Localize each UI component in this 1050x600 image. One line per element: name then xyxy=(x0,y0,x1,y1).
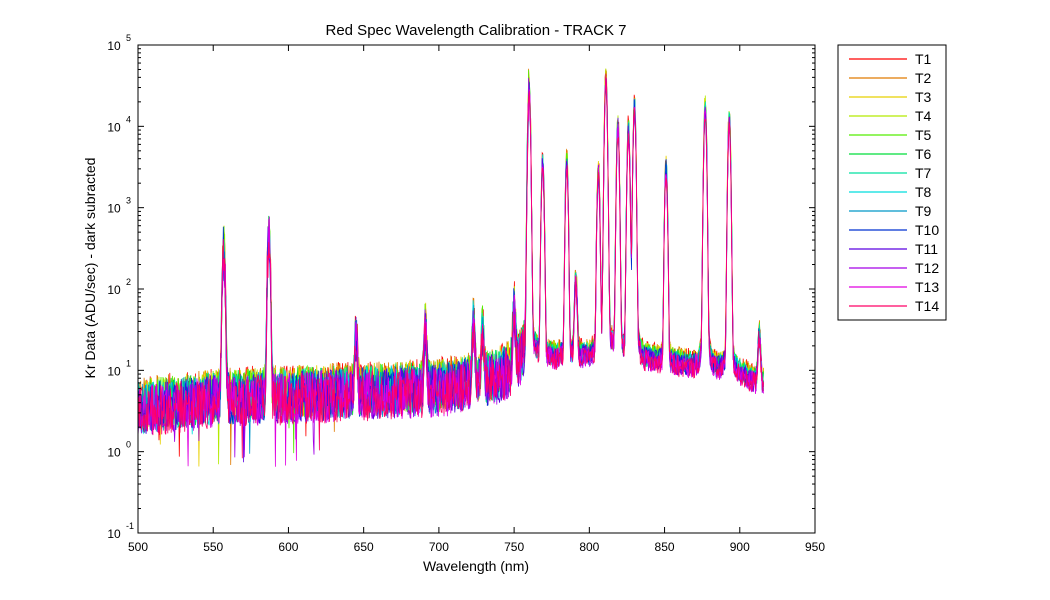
y-tick-exponent: 2 xyxy=(126,277,131,287)
y-tick-exponent: 3 xyxy=(126,196,131,206)
y-tick-exponent: 4 xyxy=(126,114,131,124)
legend-label: T9 xyxy=(915,203,932,219)
x-tick-label: 550 xyxy=(203,540,223,554)
series-line-t14 xyxy=(138,73,764,459)
legend-label: T7 xyxy=(915,165,932,181)
y-tick-label: 10 xyxy=(107,202,121,216)
legend-item-t8[interactable]: T8 xyxy=(849,184,932,200)
legend-label: T2 xyxy=(915,70,932,86)
y-tick-exponent: -1 xyxy=(126,521,134,531)
legend-label: T10 xyxy=(915,222,939,238)
x-tick-label: 850 xyxy=(655,540,675,554)
legend-item-t6[interactable]: T6 xyxy=(849,146,932,162)
plot-area xyxy=(138,45,815,533)
legend-item-t2[interactable]: T2 xyxy=(849,70,932,86)
series-layer xyxy=(138,68,764,467)
legend-item-t11[interactable]: T11 xyxy=(849,241,938,257)
legend-label: T14 xyxy=(915,298,939,314)
legend-item-t13[interactable]: T13 xyxy=(849,279,939,295)
x-tick-label: 950 xyxy=(805,540,825,554)
legend-item-t9[interactable]: T9 xyxy=(849,203,932,219)
legend-item-t7[interactable]: T7 xyxy=(849,165,932,181)
legend-item-t3[interactable]: T3 xyxy=(849,89,932,105)
x-tick-label: 900 xyxy=(730,540,750,554)
legend-label: T12 xyxy=(915,260,939,276)
y-tick-exponent: 0 xyxy=(126,440,131,450)
y-tick-label: 10 xyxy=(107,283,121,297)
x-tick-label: 700 xyxy=(429,540,449,554)
y-tick-exponent: 5 xyxy=(126,33,131,43)
y-tick-label: 10 xyxy=(107,364,121,378)
legend-label: T4 xyxy=(915,108,932,124)
chart-title: Red Spec Wavelength Calibration - TRACK … xyxy=(326,22,627,39)
x-tick-label: 600 xyxy=(278,540,298,554)
legend-label: T6 xyxy=(915,146,932,162)
legend-label: T1 xyxy=(915,51,932,67)
legend-item-t1[interactable]: T1 xyxy=(849,51,932,67)
y-tick-label: 10 xyxy=(107,446,121,460)
x-tick-label: 650 xyxy=(354,540,374,554)
x-axis-label: Wavelength (nm) xyxy=(423,558,529,574)
y-axis-label: Kr Data (ADU/sec) - dark subracted xyxy=(82,158,98,379)
legend[interactable]: T1 T2 T3 T4 T5 T6 T7 T8 T9 T10 T11 T12 T13 T14 xyxy=(837,44,947,321)
x-tick-label: 500 xyxy=(128,540,148,554)
legend-label: T3 xyxy=(915,89,932,105)
y-tick-label: 10 xyxy=(107,39,121,53)
legend-item-t14[interactable]: T14 xyxy=(849,298,939,314)
legend-item-t5[interactable]: T5 xyxy=(849,127,932,143)
legend-label: T5 xyxy=(915,127,932,143)
x-tick-label: 800 xyxy=(579,540,599,554)
x-tick-label: 750 xyxy=(504,540,524,554)
legend-label: T13 xyxy=(915,279,939,295)
y-tick-label: 10 xyxy=(107,527,121,541)
y-tick-exponent: 1 xyxy=(126,358,131,368)
axis-ticks: 500 550 600 650 700 750 800 850 900 950 10 -1 10 0 10 1… xyxy=(107,33,825,554)
legend-label: T11 xyxy=(915,241,938,257)
legend-item-t10[interactable]: T10 xyxy=(849,222,939,238)
y-tick-label: 10 xyxy=(107,120,121,134)
legend-item-t4[interactable]: T4 xyxy=(849,108,932,124)
legend-item-t12[interactable]: T12 xyxy=(849,260,939,276)
legend-label: T8 xyxy=(915,184,932,200)
legend-box xyxy=(837,44,947,321)
